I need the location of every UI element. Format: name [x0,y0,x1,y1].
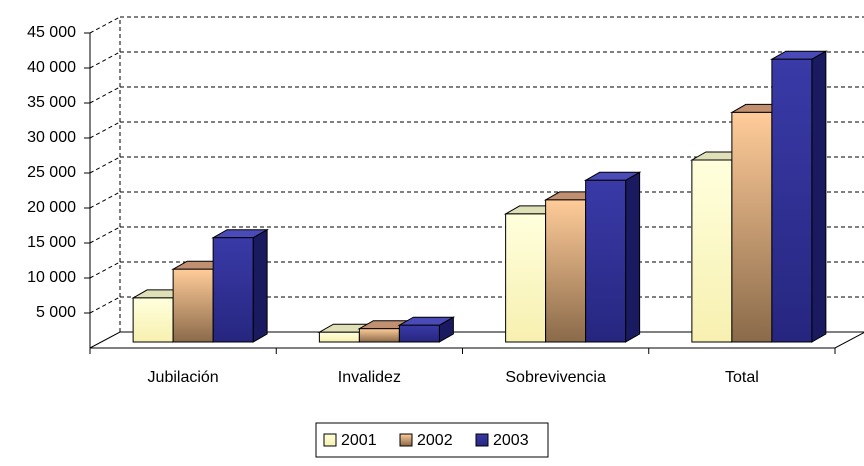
bar-side [252,228,268,343]
x-tick-label: Sobrevivencia [505,369,606,386]
grid-line [89,86,121,104]
legend-label: 2002 [417,432,453,449]
legend-label: 2001 [341,432,377,449]
legend-label: 2003 [493,432,529,449]
grid-line [89,261,121,279]
y-tick-label: 25 000 [27,164,76,181]
grid-line [89,296,121,314]
y-tick-label: 15 000 [27,234,76,251]
legend-swatch [323,433,337,447]
bar [132,297,174,343]
y-tick-label: 5 000 [36,304,76,321]
y-tick-label: 40 000 [27,59,76,76]
bar [691,159,733,343]
bar [545,199,587,343]
x-tick-label: Jubilación [148,369,219,386]
bar [172,268,214,343]
bar-side [625,171,641,343]
bar [585,179,627,343]
x-tick-label: Total [725,369,759,386]
grid-line [89,51,121,69]
legend-swatch [399,433,413,447]
grid-line [89,156,121,174]
bar [358,328,400,343]
legend-swatch [475,433,489,447]
bar [731,111,773,343]
floor [89,331,864,349]
bar [505,213,547,343]
grid-line [89,121,121,139]
y-tick-label: 10 000 [27,269,76,286]
y-tick-label: 45 000 [27,24,76,41]
bar [318,331,360,343]
grid-line [89,16,121,34]
y-tick-label: 20 000 [27,199,76,216]
y-tick-label: 35 000 [27,94,76,111]
bar-side [811,50,827,343]
bar [212,237,254,343]
legend-box [315,422,549,458]
bar [398,324,440,343]
x-tick-label: Invalidez [338,369,401,386]
y-tick-label: 30 000 [27,129,76,146]
bar [771,58,813,343]
grid-line [89,226,121,244]
grid-line [89,191,121,209]
